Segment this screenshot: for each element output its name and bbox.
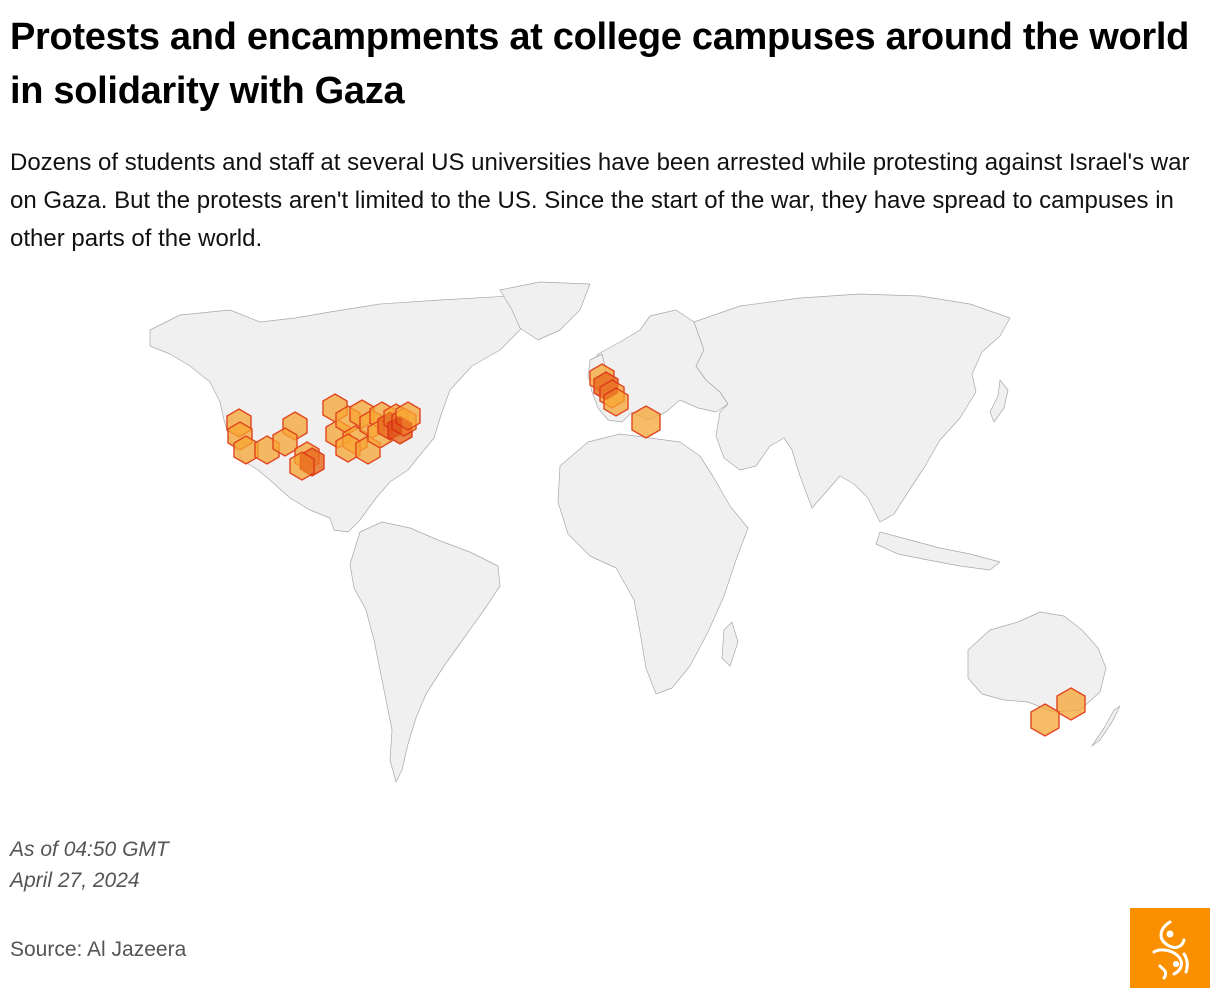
protest-marker bbox=[1030, 703, 1060, 737]
page-title: Protests and encampments at college camp… bbox=[10, 16, 1190, 112]
indonesia bbox=[875, 531, 1001, 571]
timestamp-note: As of 04:50 GMT April 27, 2024 bbox=[10, 834, 169, 896]
world-map bbox=[149, 281, 1120, 783]
madagascar bbox=[721, 621, 739, 667]
as-of-date: April 27, 2024 bbox=[10, 869, 140, 892]
australia bbox=[967, 611, 1107, 713]
protest-overlap bbox=[300, 372, 618, 476]
protest-marker bbox=[631, 405, 661, 439]
south-america bbox=[349, 521, 501, 783]
protest-marker bbox=[395, 401, 421, 431]
protest-markers bbox=[226, 363, 1086, 737]
land-layer bbox=[149, 281, 1120, 783]
greenland bbox=[499, 281, 591, 341]
as-of-time: As of 04:50 GMT bbox=[10, 838, 169, 861]
source-credit: Source: Al Jazeera bbox=[10, 938, 187, 961]
page-subtitle: Dozens of students and staff at several … bbox=[10, 149, 1190, 252]
protest-marker bbox=[603, 387, 629, 417]
protest-marker bbox=[272, 427, 298, 457]
protest-marker bbox=[289, 451, 315, 481]
asia bbox=[693, 293, 1011, 523]
protest-marker bbox=[1056, 687, 1086, 721]
japan bbox=[989, 379, 1009, 423]
logo-calligraphy-icon bbox=[1152, 920, 1189, 980]
new-zealand bbox=[1091, 705, 1120, 747]
africa bbox=[557, 433, 749, 695]
al-jazeera-logo bbox=[1130, 908, 1210, 988]
